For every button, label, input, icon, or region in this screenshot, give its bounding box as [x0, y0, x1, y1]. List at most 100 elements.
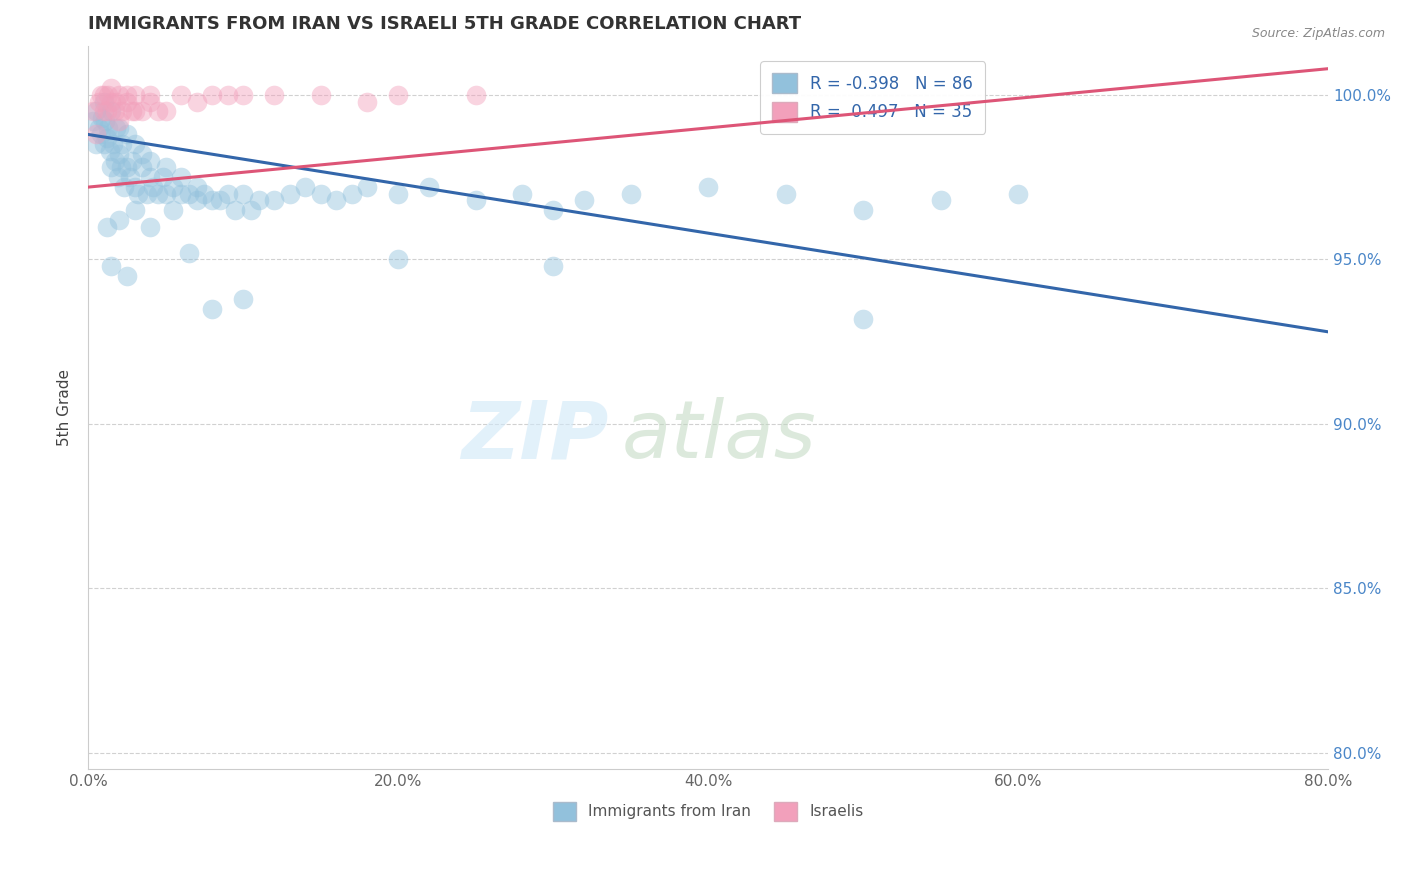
Text: IMMIGRANTS FROM IRAN VS ISRAELI 5TH GRADE CORRELATION CHART: IMMIGRANTS FROM IRAN VS ISRAELI 5TH GRAD… [89, 15, 801, 33]
Point [572, 194, 595, 208]
Point [510, 186, 533, 201]
Point [108, 88, 131, 103]
Point [170, 88, 193, 103]
Point [186, 194, 208, 208]
Point [177, 246, 200, 260]
Point [103, 153, 125, 168]
Point [418, 180, 440, 194]
Point [139, 153, 162, 168]
Point [84, 137, 107, 152]
Point [82, 104, 104, 119]
Point [115, 128, 138, 142]
Point [93, 137, 115, 152]
Point [239, 203, 262, 218]
Point [121, 104, 143, 119]
Point [208, 194, 231, 208]
Point [309, 186, 332, 201]
Point [775, 186, 797, 201]
Point [387, 252, 409, 267]
Point [136, 186, 159, 201]
Point [155, 161, 177, 175]
Point [224, 203, 246, 218]
Legend: Immigrants from Iran, Israelis: Immigrants from Iran, Israelis [547, 796, 869, 827]
Point [121, 153, 143, 168]
Point [146, 104, 169, 119]
Point [100, 161, 122, 175]
Point [155, 104, 177, 119]
Point [852, 203, 875, 218]
Point [152, 170, 174, 185]
Point [87, 120, 110, 135]
Point [356, 180, 378, 194]
Point [146, 186, 169, 201]
Point [100, 104, 122, 119]
Point [96, 104, 118, 119]
Point [541, 203, 564, 218]
Point [139, 88, 162, 103]
Point [170, 186, 193, 201]
Point [124, 88, 146, 103]
Point [464, 194, 486, 208]
Point [115, 88, 138, 103]
Point [464, 88, 486, 103]
Point [84, 128, 107, 142]
Point [201, 301, 224, 316]
Point [155, 186, 177, 201]
Point [108, 147, 131, 161]
Point [131, 161, 153, 175]
Y-axis label: 5th Grade: 5th Grade [58, 369, 72, 446]
Text: atlas: atlas [621, 398, 815, 475]
Point [217, 186, 239, 201]
Point [118, 170, 141, 185]
Point [278, 186, 301, 201]
Point [201, 88, 224, 103]
Point [131, 104, 153, 119]
Point [107, 170, 129, 185]
Point [94, 114, 117, 128]
Point [105, 95, 128, 109]
Point [162, 180, 184, 194]
Point [139, 95, 162, 109]
Point [309, 88, 332, 103]
Point [100, 81, 122, 95]
Point [108, 213, 131, 227]
Text: Source: ZipAtlas.com: Source: ZipAtlas.com [1251, 27, 1385, 40]
Point [93, 95, 115, 109]
Point [177, 186, 200, 201]
Point [697, 180, 720, 194]
Point [232, 292, 254, 306]
Point [217, 88, 239, 103]
Point [93, 88, 115, 103]
Point [186, 95, 208, 109]
Point [90, 128, 112, 142]
Point [139, 219, 162, 234]
Point [124, 137, 146, 152]
Point [247, 194, 270, 208]
Point [108, 120, 131, 135]
Point [97, 88, 120, 103]
Point [193, 186, 215, 201]
Point [127, 186, 149, 201]
Point [1007, 186, 1029, 201]
Text: ZIP: ZIP [461, 398, 609, 475]
Point [340, 186, 363, 201]
Point [325, 194, 347, 208]
Point [852, 311, 875, 326]
Point [87, 95, 110, 109]
Point [101, 137, 124, 152]
Point [84, 104, 107, 119]
Point [90, 88, 112, 103]
Point [387, 186, 409, 201]
Point [93, 104, 115, 119]
Point [115, 161, 138, 175]
Point [100, 259, 122, 273]
Point [115, 95, 138, 109]
Point [170, 170, 193, 185]
Point [186, 180, 208, 194]
Point [82, 114, 104, 128]
Point [387, 88, 409, 103]
Point [111, 137, 134, 152]
Point [103, 104, 125, 119]
Point [124, 180, 146, 194]
Point [124, 203, 146, 218]
